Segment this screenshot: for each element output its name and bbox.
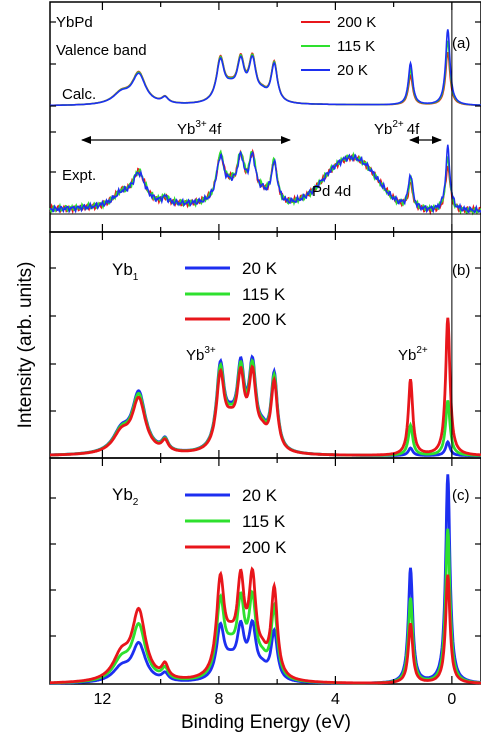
expt-curve-20k (49, 144, 481, 214)
legend-b-label-200k: 200 K (242, 310, 287, 329)
yb3-label-b: Yb3+ (186, 345, 216, 364)
yb2-curve-115k (50, 528, 481, 685)
legend-a: 200 K 115 K 20 K (301, 14, 376, 79)
expt-label: Expt. (62, 167, 96, 184)
yb2-curve-20k (50, 474, 481, 685)
component-label-yb2: Yb2 (112, 485, 139, 508)
ticks-layer: 12 8 4 0 (50, 2, 481, 708)
panel-c-frame (49, 457, 481, 685)
yb2-4f-label: Yb2+ 4f (374, 119, 420, 138)
legend-c-label-20k: 20 K (242, 486, 278, 505)
yb1-curve-115k (50, 358, 481, 457)
legend-c-label-115k: 115 K (242, 512, 286, 531)
legend-a-label-200k: 200 K (337, 14, 376, 31)
yb2-curve-200k (50, 566, 481, 685)
x-tick-label: 4 (331, 691, 340, 708)
pd-4d-label: Pd 4d (312, 183, 351, 200)
legend-a-label-20k: 20 K (337, 62, 368, 79)
x-tick-label: 0 (447, 691, 456, 708)
y-axis-label: Intensity (arb. units) (15, 262, 36, 429)
yb1-curve-200k (50, 317, 481, 457)
panel-label-a: (a) (452, 35, 470, 52)
x-tick-label: 12 (94, 691, 112, 708)
calc-label: Calc. (62, 86, 96, 103)
legend-a-label-115k: 115 K (337, 38, 375, 55)
valence-band-label: Valence band (56, 42, 147, 59)
legend-b-label-115k: 115 K (242, 285, 286, 304)
sample-name: YbPd (56, 14, 93, 31)
yb2-label-b: Yb2+ (398, 345, 428, 364)
component-label-yb1: Yb1 (112, 260, 139, 283)
legend-c-label-200k: 200 K (242, 538, 287, 557)
legend-c: 20 K 115 K 200 K (185, 486, 287, 557)
panel-label-c: (c) (452, 487, 470, 504)
x-axis-label: Binding Energy (eV) (181, 712, 351, 733)
panel-label-b: (b) (452, 262, 470, 279)
x-tick-label: 8 (214, 691, 223, 708)
legend-b: 20 K 115 K 200 K (185, 259, 287, 329)
legend-b-label-20k: 20 K (242, 259, 278, 278)
yb3-4f-label: Yb3+ 4f (177, 119, 222, 138)
curves-layer (49, 29, 481, 685)
calc-curve-20k (50, 29, 481, 107)
